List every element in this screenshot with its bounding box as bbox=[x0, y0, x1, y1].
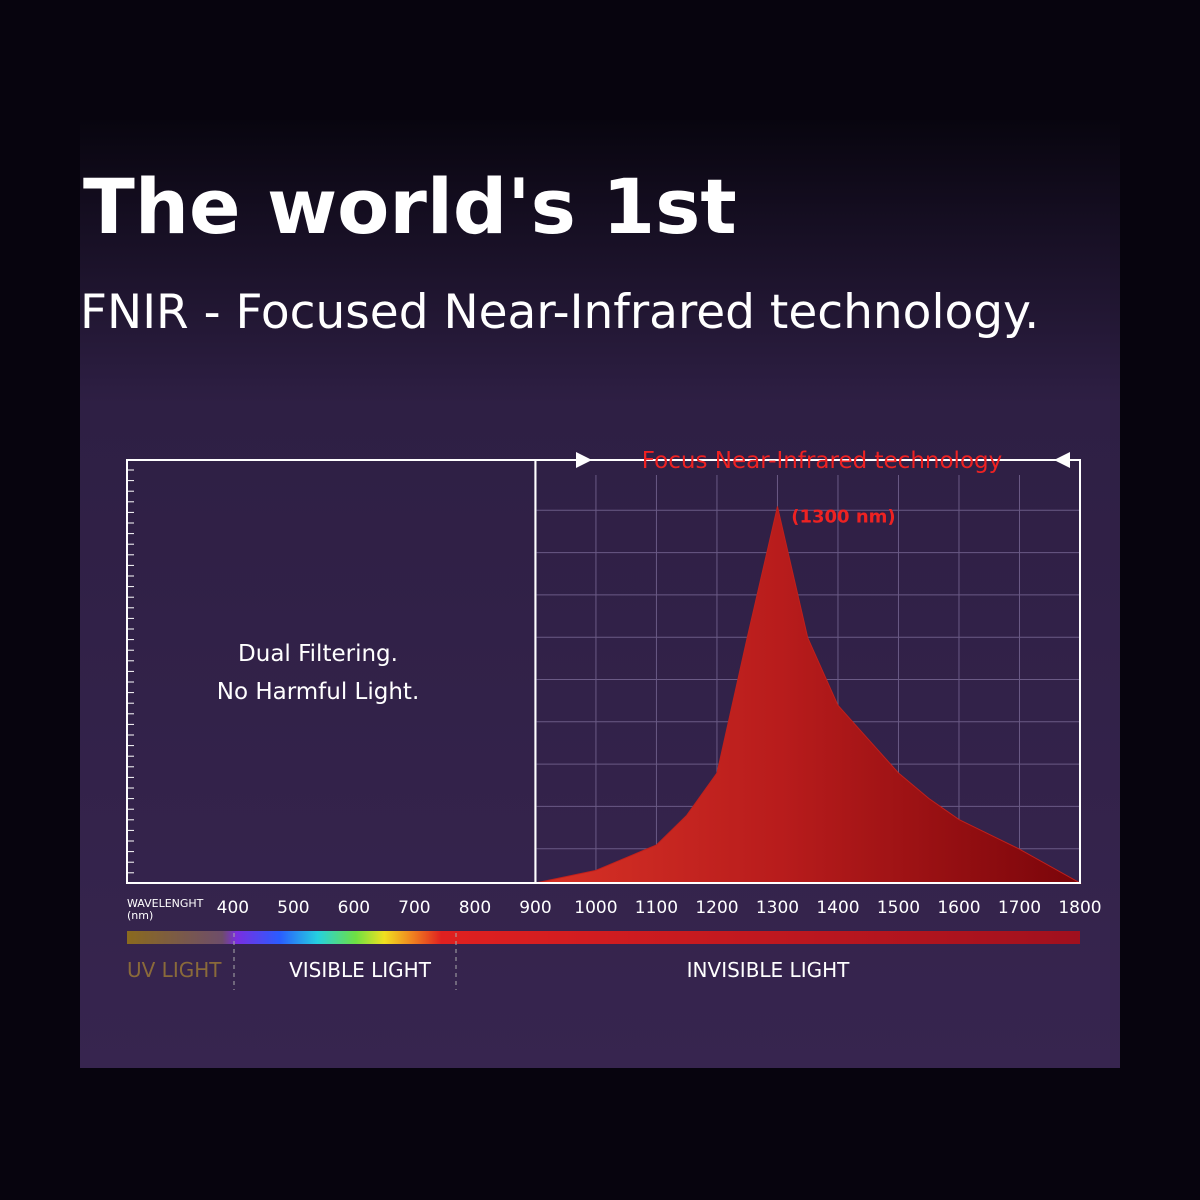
title: The world's 1st bbox=[83, 162, 737, 251]
x-tick-label: 500 bbox=[277, 898, 309, 918]
x-tick-label: 1800 bbox=[1058, 898, 1101, 918]
subtitle: FNIR - Focused Near-Infrared technology. bbox=[80, 285, 1039, 340]
x-tick-label: 1500 bbox=[877, 898, 920, 918]
x-tick-label: 700 bbox=[398, 898, 430, 918]
x-tick-label: 900 bbox=[519, 898, 551, 918]
box-text: Dual Filtering. bbox=[238, 641, 398, 667]
x-tick-label: 400 bbox=[217, 898, 249, 918]
panel bbox=[80, 120, 1120, 1068]
x-label: WAVELENGHT bbox=[127, 897, 204, 910]
spectrum-bar bbox=[127, 931, 1080, 944]
x-tick-label: 1300 bbox=[756, 898, 799, 918]
x-tick-label: 1100 bbox=[635, 898, 678, 918]
annotation: Focus Near-Infrared technology bbox=[642, 448, 1002, 474]
band-label: UV LIGHT bbox=[127, 958, 222, 982]
x-tick-label: 1400 bbox=[816, 898, 859, 918]
box-text: No Harmful Light. bbox=[217, 679, 420, 705]
band-label: VISIBLE LIGHT bbox=[289, 958, 432, 982]
area bbox=[535, 506, 1082, 884]
band-label: INVISIBLE LIGHT bbox=[687, 958, 850, 982]
x-tick-label: 1600 bbox=[937, 898, 980, 918]
plot: 400 500 600 700 800 900 1000 1100 1200 1300 1400 15… bbox=[126, 459, 1102, 918]
x-tick-label: 600 bbox=[338, 898, 370, 918]
x-tick-label: 1000 bbox=[574, 898, 617, 918]
x-label: (nm) bbox=[127, 909, 153, 922]
plot-box bbox=[534, 459, 1081, 884]
x-tick-label: 800 bbox=[459, 898, 491, 918]
x-tick-label: 1700 bbox=[998, 898, 1041, 918]
peak-label: (1300 nm) bbox=[791, 507, 895, 528]
x-tick-label: 1200 bbox=[695, 898, 738, 918]
